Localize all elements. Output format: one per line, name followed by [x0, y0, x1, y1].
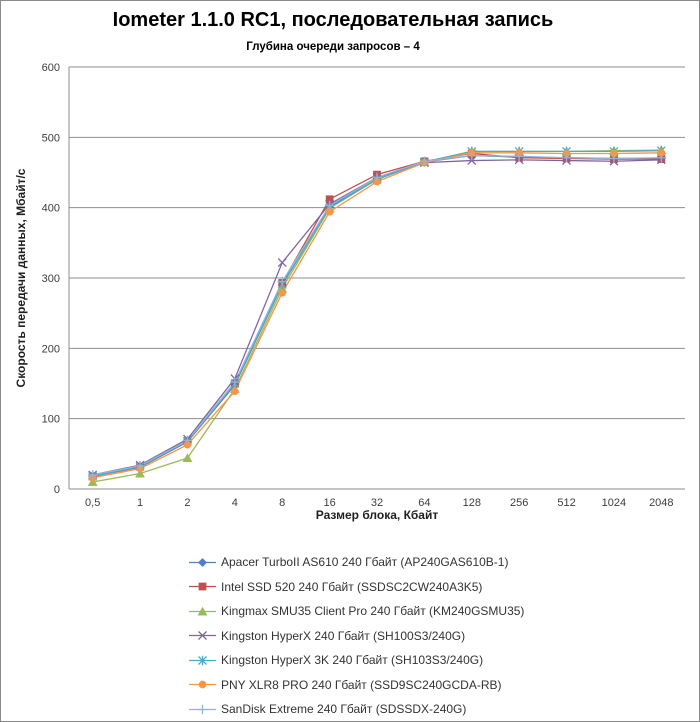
series-marker — [514, 151, 524, 162]
series-marker — [198, 582, 207, 591]
series-marker — [182, 453, 193, 463]
series-marker — [182, 435, 193, 446]
legend-label: Intel SSD 520 240 Гбайт (SSDSC2CW240A3K5… — [221, 579, 483, 594]
legend-marker-asterisk-icon — [189, 655, 216, 666]
series-marker — [609, 153, 619, 164]
chart-title: Iometer 1.1.0 RC1, последовательная запи… — [112, 9, 554, 31]
series-line — [92, 154, 662, 476]
legend: Apacer TurboII AS610 240 Гбайт (AP240GAS… — [189, 550, 524, 721]
legend-item: Apacer TurboII AS610 240 Гбайт (AP240GAS… — [189, 550, 524, 575]
legend-marker-square-icon — [189, 582, 216, 591]
series-marker — [197, 704, 208, 715]
x-tick-label: 32 — [371, 497, 383, 509]
x-tick-label: 512 — [557, 497, 575, 509]
chart-subtitle: Глубина очереди запросов – 4 — [246, 41, 420, 53]
y-tick-label: 0 — [54, 484, 60, 496]
x-tick-label: 2048 — [649, 497, 673, 509]
y-tick-label: 300 — [42, 273, 60, 285]
x-tick-label: 256 — [510, 497, 528, 509]
legend-marker-triangle-icon — [189, 606, 216, 616]
series-marker — [419, 156, 430, 167]
y-tick-label: 400 — [42, 203, 60, 215]
legend-item: Kingmax SMU35 Client Pro 240 Гбайт (KM24… — [189, 599, 524, 624]
legend-marker-circle-icon — [189, 680, 216, 689]
series-line — [92, 150, 662, 477]
legend-label: Kingston HyperX 240 Гбайт (SH100S3/240G) — [221, 628, 466, 643]
series-line — [92, 154, 662, 477]
series-marker — [230, 387, 239, 396]
x-axis-title: Размер блока, Кбайт — [316, 508, 439, 522]
legend-marker-plus-icon — [189, 704, 216, 715]
x-tick-label: 4 — [232, 497, 238, 509]
y-tick-label: 200 — [42, 343, 60, 355]
legend-label: PNY XLR8 PRO 240 Гбайт (SSD9SC240GCDA-RB… — [221, 677, 502, 692]
legend-label: Apacer TurboII AS610 240 Гбайт (AP240GAS… — [221, 555, 509, 570]
series-marker — [372, 172, 382, 183]
y-tick-label: 600 — [42, 62, 60, 74]
series-marker — [466, 150, 477, 161]
series-marker — [198, 680, 207, 689]
y-tick-label: 500 — [42, 132, 60, 144]
legend-item: Kingston HyperX 240 Гбайт (SH100S3/240G) — [189, 624, 524, 649]
series-line — [92, 149, 662, 483]
plot-area: 0 100 200 300 400 500 600 0,5 1 2 4 8 16 32 64 128 256 51… — [42, 62, 685, 509]
legend-label: Kingston HyperX 3K 240 Гбайт (SH103S3/24… — [221, 653, 484, 668]
series-marker — [467, 156, 477, 166]
series-marker — [87, 470, 98, 480]
series-marker — [324, 200, 335, 211]
series-marker — [197, 557, 208, 567]
series-marker — [198, 631, 207, 641]
series-marker — [277, 258, 287, 267]
x-tick-label: 0,5 — [85, 497, 100, 509]
chart-canvas: 0 100 200 300 400 500 600 0,5 1 2 4 8 16 32 64 128 256 51… — [14, 62, 685, 522]
series-line — [92, 152, 662, 479]
legend-item: SanDisk Extreme 240 Гбайт (SDSSDX-240G) — [189, 697, 524, 721]
series-marker — [198, 655, 207, 666]
series-marker — [197, 606, 208, 616]
x-tick-label: 8 — [279, 497, 285, 509]
legend-item: PNY XLR8 PRO 240 Гбайт (SSD9SC240GCDA-RB… — [189, 673, 524, 698]
series-line — [92, 152, 662, 477]
series-marker — [230, 377, 240, 387]
legend-label: SanDisk Extreme 240 Гбайт (SDSSDX-240G) — [221, 702, 467, 717]
series-marker — [561, 152, 572, 163]
series-marker — [87, 477, 98, 486]
series-marker — [135, 468, 146, 478]
x-tick-label: 16 — [323, 497, 335, 509]
legend-label: Kingmax SMU35 Client Pro 240 Гбайт (KM24… — [221, 604, 525, 619]
x-tick-label: 2 — [184, 497, 190, 509]
x-tick-label: 64 — [418, 497, 430, 509]
y-axis-title: Скорость передачи данных, Мбайт/с — [14, 168, 28, 387]
legend-marker-x-icon — [189, 631, 216, 641]
y-tick-label: 100 — [42, 414, 60, 426]
series-marker — [656, 152, 667, 163]
legend-item: Intel SSD 520 240 Гбайт (SSDSC2CW240A3K5… — [189, 575, 524, 600]
series-marker — [278, 288, 287, 297]
legend-marker-diamond-icon — [189, 557, 216, 567]
x-tick-label: 1024 — [602, 497, 626, 509]
series-line — [92, 159, 662, 476]
series-marker — [135, 460, 145, 471]
x-tick-label: 128 — [463, 497, 481, 509]
legend-item: Kingston HyperX 3K 240 Гбайт (SH103S3/24… — [189, 648, 524, 673]
series-marker — [277, 276, 288, 287]
x-tick-label: 1 — [137, 497, 143, 509]
